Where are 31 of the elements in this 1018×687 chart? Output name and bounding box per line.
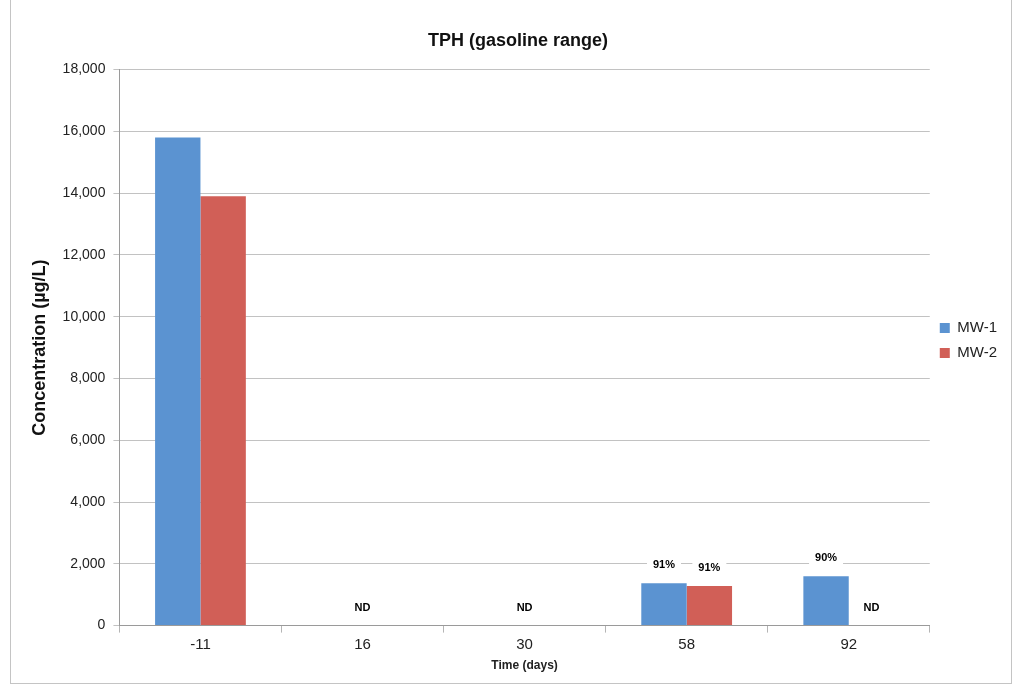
- bar: [200, 196, 246, 626]
- x-tick-label: 58: [678, 634, 696, 652]
- text: ND: [863, 600, 880, 613]
- y-tick-label: 2,000: [70, 554, 106, 571]
- bar: [155, 137, 201, 626]
- legend-label: MW-2: [957, 343, 998, 361]
- x-tick-label: 30: [516, 634, 533, 652]
- y-tick-label: 16,000: [62, 122, 106, 139]
- y-tick-label: 12,000: [62, 245, 106, 262]
- x-tick-label: 16: [354, 634, 371, 652]
- y-tick-label: 0: [97, 616, 106, 633]
- x-axis-title: Time (days): [491, 658, 558, 673]
- y-tick-label: 10,000: [62, 307, 106, 324]
- chart-title: TPH (gasoline range): [427, 29, 609, 50]
- annotation: 90%: [815, 551, 838, 564]
- text: ND: [354, 600, 371, 613]
- legend-label: MW-1: [957, 318, 998, 336]
- y-tick-label: 8,000: [70, 369, 106, 386]
- x-tick-label: -11: [190, 634, 211, 652]
- bar: [686, 586, 733, 626]
- bar: [803, 576, 849, 626]
- y-tick-label: 14,000: [62, 184, 106, 201]
- annotation: 91%: [698, 561, 721, 574]
- y-tick-label: 6,000: [70, 431, 106, 448]
- y-tick-label: 4,000: [70, 492, 106, 509]
- text: ND: [516, 600, 533, 613]
- y-axis-title: Concentration (µg/L): [28, 259, 49, 436]
- x-tick-label: 92: [840, 634, 858, 652]
- annotation: 91%: [652, 558, 676, 571]
- bar: [641, 583, 687, 626]
- y-tick-label: 18,000: [62, 60, 106, 77]
